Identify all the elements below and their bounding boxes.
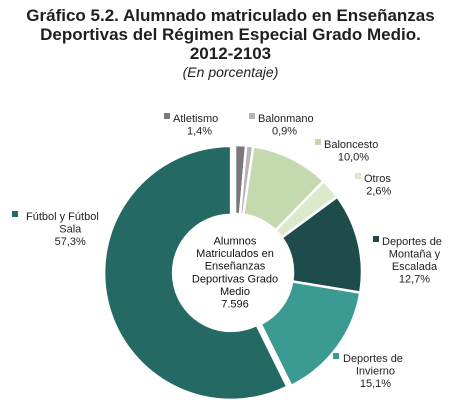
slice-name: Deportes de (343, 353, 403, 365)
center-text: Matriculados en (196, 248, 274, 260)
legend-swatch (315, 139, 321, 145)
slice-value: 12,7% (399, 274, 430, 286)
slice-name: Sala (59, 224, 82, 236)
slice-value: 15,1% (360, 378, 391, 390)
slice-name: Otros (364, 173, 391, 185)
slice-name: Fútbol y Fútbol (26, 211, 99, 223)
slice-value: 1,4% (187, 126, 212, 138)
legend-swatch (12, 211, 18, 217)
chart-subtitle: (En porcentaje) (182, 64, 279, 80)
slice-name: Deportes de (382, 236, 442, 248)
legend-swatch (333, 353, 339, 359)
slice-value: 0,9% (272, 126, 297, 138)
center-text: Alumnos (214, 236, 257, 248)
slice-value: 10,0% (338, 152, 369, 164)
center-text: Deportivas Grado (192, 273, 278, 285)
slice-name: Invierno (356, 366, 395, 378)
chart-title-line-2: Deportivas del Régimen Especial Grado Me… (40, 25, 421, 44)
slice-value: 57,3% (55, 236, 86, 248)
legend-swatch (164, 113, 170, 119)
donut-slices (102, 143, 364, 402)
center-total: 7.596 (221, 299, 249, 311)
legend-swatch (373, 236, 379, 242)
chart-title-line-1: Gráfico 5.2. Alumnado matriculado en Ens… (26, 6, 435, 25)
slice-name: Escalada (392, 261, 438, 273)
slice-name: Montaña y (389, 249, 441, 261)
chart-title-line-3: 2012-2103 (189, 44, 272, 63)
center-text: Enseñanzas (205, 261, 266, 273)
legend-swatch (249, 113, 255, 119)
legend-swatch (355, 173, 361, 179)
chart-title: Gráfico 5.2. Alumnado matriculado en Ens… (0, 6, 461, 63)
slice-name: Baloncesto (324, 139, 378, 151)
slice-name: Balonmano (258, 113, 314, 125)
slice-f-tbol-y-f-tbol-sala (102, 144, 290, 402)
slice-value: 2,6% (366, 186, 391, 198)
center-text: Medio (220, 286, 250, 298)
slice-name: Atletismo (173, 113, 218, 125)
slice-labels: Atletismo1,4%Balonmano0,9%Baloncesto10,0… (12, 113, 442, 390)
slice-deportes-de-invierno (259, 279, 362, 388)
